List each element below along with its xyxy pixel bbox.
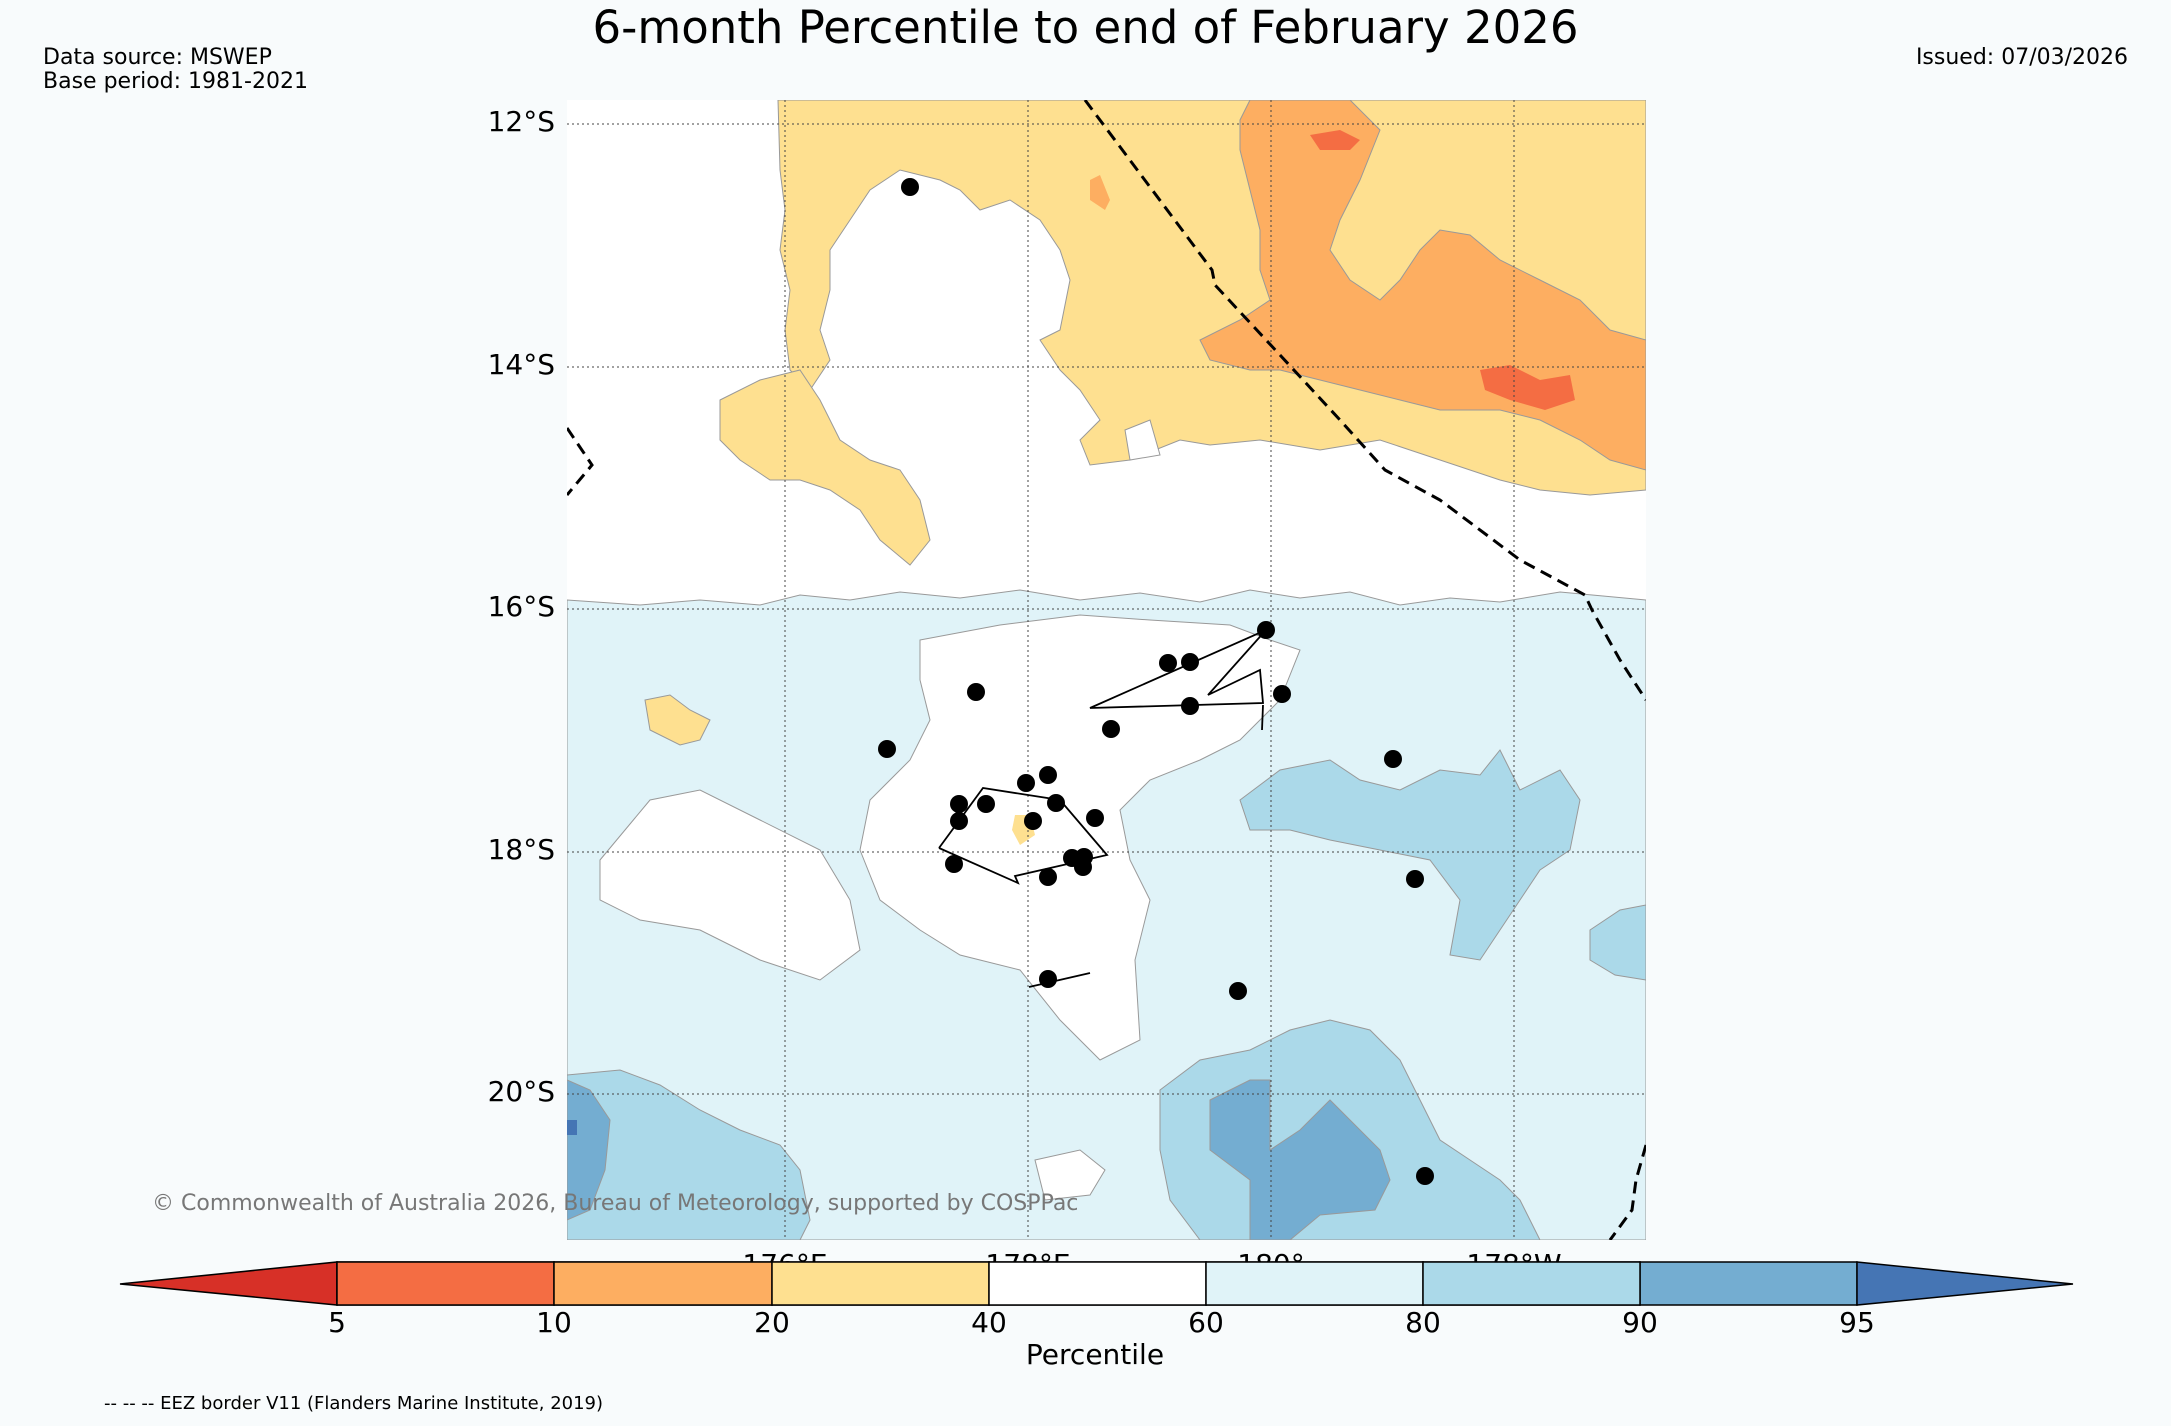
colorbar-tick-20: 20 xyxy=(754,1306,790,1339)
island-outline-vitilevu xyxy=(938,787,1109,885)
island-marker xyxy=(1257,621,1275,639)
colorbar-label: Percentile xyxy=(1025,1338,1165,1371)
colorbar-5-10 xyxy=(336,1261,555,1306)
island-marker xyxy=(1416,1167,1434,1185)
base-period: Base period: 1981-2021 xyxy=(43,69,308,94)
colorbar-tick-80: 80 xyxy=(1405,1306,1441,1339)
island-marker xyxy=(1039,766,1057,784)
lon-label-178w: 178°W xyxy=(1466,1248,1562,1281)
map-field xyxy=(567,100,1646,1240)
colorbar-above-95 xyxy=(1856,1261,2074,1306)
eez-border-north xyxy=(1083,100,1646,701)
island-markers xyxy=(878,178,1434,1185)
island-marker xyxy=(950,795,968,813)
issued-date: Issued: 07/03/2026 xyxy=(1915,45,2128,70)
colorbar-10-20 xyxy=(553,1261,773,1306)
colorbar-below-5 xyxy=(119,1261,338,1306)
eez-legend: -- -- -- EEZ border V11 (Flanders Marine… xyxy=(104,1393,604,1414)
data-info: Data source: MSWEP Base period: 1981-202… xyxy=(43,46,308,94)
island-outlines xyxy=(938,629,1267,988)
region-p90-95-southWest xyxy=(567,1079,611,1221)
lat-label-16s: 16°S xyxy=(487,590,555,623)
island-marker xyxy=(950,812,968,830)
colorbar-tick-95: 95 xyxy=(1839,1306,1875,1339)
region-p5-10-east xyxy=(1480,365,1575,410)
island-marker xyxy=(1039,970,1057,988)
colorbar-90-95 xyxy=(1639,1261,1858,1306)
island-marker xyxy=(1024,812,1042,830)
region-p5-10-north xyxy=(1310,130,1360,150)
region-p20-40-west xyxy=(719,369,931,566)
eez-border-west xyxy=(567,427,594,496)
data-source: Data source: MSWEP xyxy=(43,45,272,70)
region-above95 xyxy=(567,1120,577,1135)
lat-label-14s: 14°S xyxy=(487,348,555,381)
island-marker xyxy=(1017,774,1035,792)
island-outline-taveuni xyxy=(1261,704,1264,731)
island-marker xyxy=(1102,720,1120,738)
colorbar-tick-40: 40 xyxy=(971,1306,1007,1339)
lat-label-18s: 18°S xyxy=(487,833,555,866)
colorbar xyxy=(119,1261,2074,1306)
region-p90-95-southEast xyxy=(1209,1079,1391,1240)
island-marker xyxy=(1181,697,1199,715)
island-marker xyxy=(1074,858,1092,876)
island-marker xyxy=(1086,809,1104,827)
island-marker xyxy=(977,795,995,813)
island-marker xyxy=(1406,870,1424,888)
island-marker xyxy=(1159,654,1177,672)
region-p40-60-west xyxy=(599,789,861,981)
copyright-notice: © Commonwealth of Australia 2026, Bureau… xyxy=(152,1191,1079,1216)
island-marker xyxy=(901,178,919,196)
region-p40-60-south xyxy=(1034,1149,1106,1201)
region-p80-90-east xyxy=(1239,749,1581,961)
lon-label-176e: 176°E xyxy=(742,1248,828,1281)
island-marker xyxy=(1273,685,1291,703)
lon-label-180: 180° xyxy=(1237,1248,1305,1281)
region-p80-90-southWest xyxy=(567,1069,811,1240)
island-marker xyxy=(1384,750,1402,768)
region-p80-90-farEast xyxy=(1589,904,1646,981)
island-marker xyxy=(1047,794,1065,812)
island-outline-kadavu xyxy=(1028,972,1091,988)
island-marker xyxy=(1181,653,1199,671)
colorbar-tick-90: 90 xyxy=(1622,1306,1658,1339)
region-p20-40-small xyxy=(644,694,711,746)
colorbar-tick-60: 60 xyxy=(1188,1306,1224,1339)
island-marker xyxy=(945,855,963,873)
region-p10-20-small xyxy=(1090,175,1110,210)
region-p40-60-hole xyxy=(1124,419,1161,461)
eez-borders xyxy=(567,100,1646,1240)
graticule xyxy=(567,100,1646,1240)
map-title: 6-month Percentile to end of February 20… xyxy=(592,1,1579,54)
lon-label-178e: 178°E xyxy=(985,1248,1071,1281)
lat-label-12s: 12°S xyxy=(487,105,555,138)
island-marker xyxy=(1229,982,1247,1000)
colorbar-tick-10: 10 xyxy=(536,1306,572,1339)
lat-label-20s: 20°S xyxy=(487,1075,555,1108)
region-p40-60-centre xyxy=(859,614,1301,1061)
island-marker xyxy=(878,740,896,758)
colorbar-tick-5: 5 xyxy=(328,1306,346,1339)
island-marker xyxy=(1039,868,1057,886)
island-marker xyxy=(967,683,985,701)
eez-border-southeast xyxy=(1608,1144,1646,1240)
island-outline-vanualevu xyxy=(1089,629,1267,709)
